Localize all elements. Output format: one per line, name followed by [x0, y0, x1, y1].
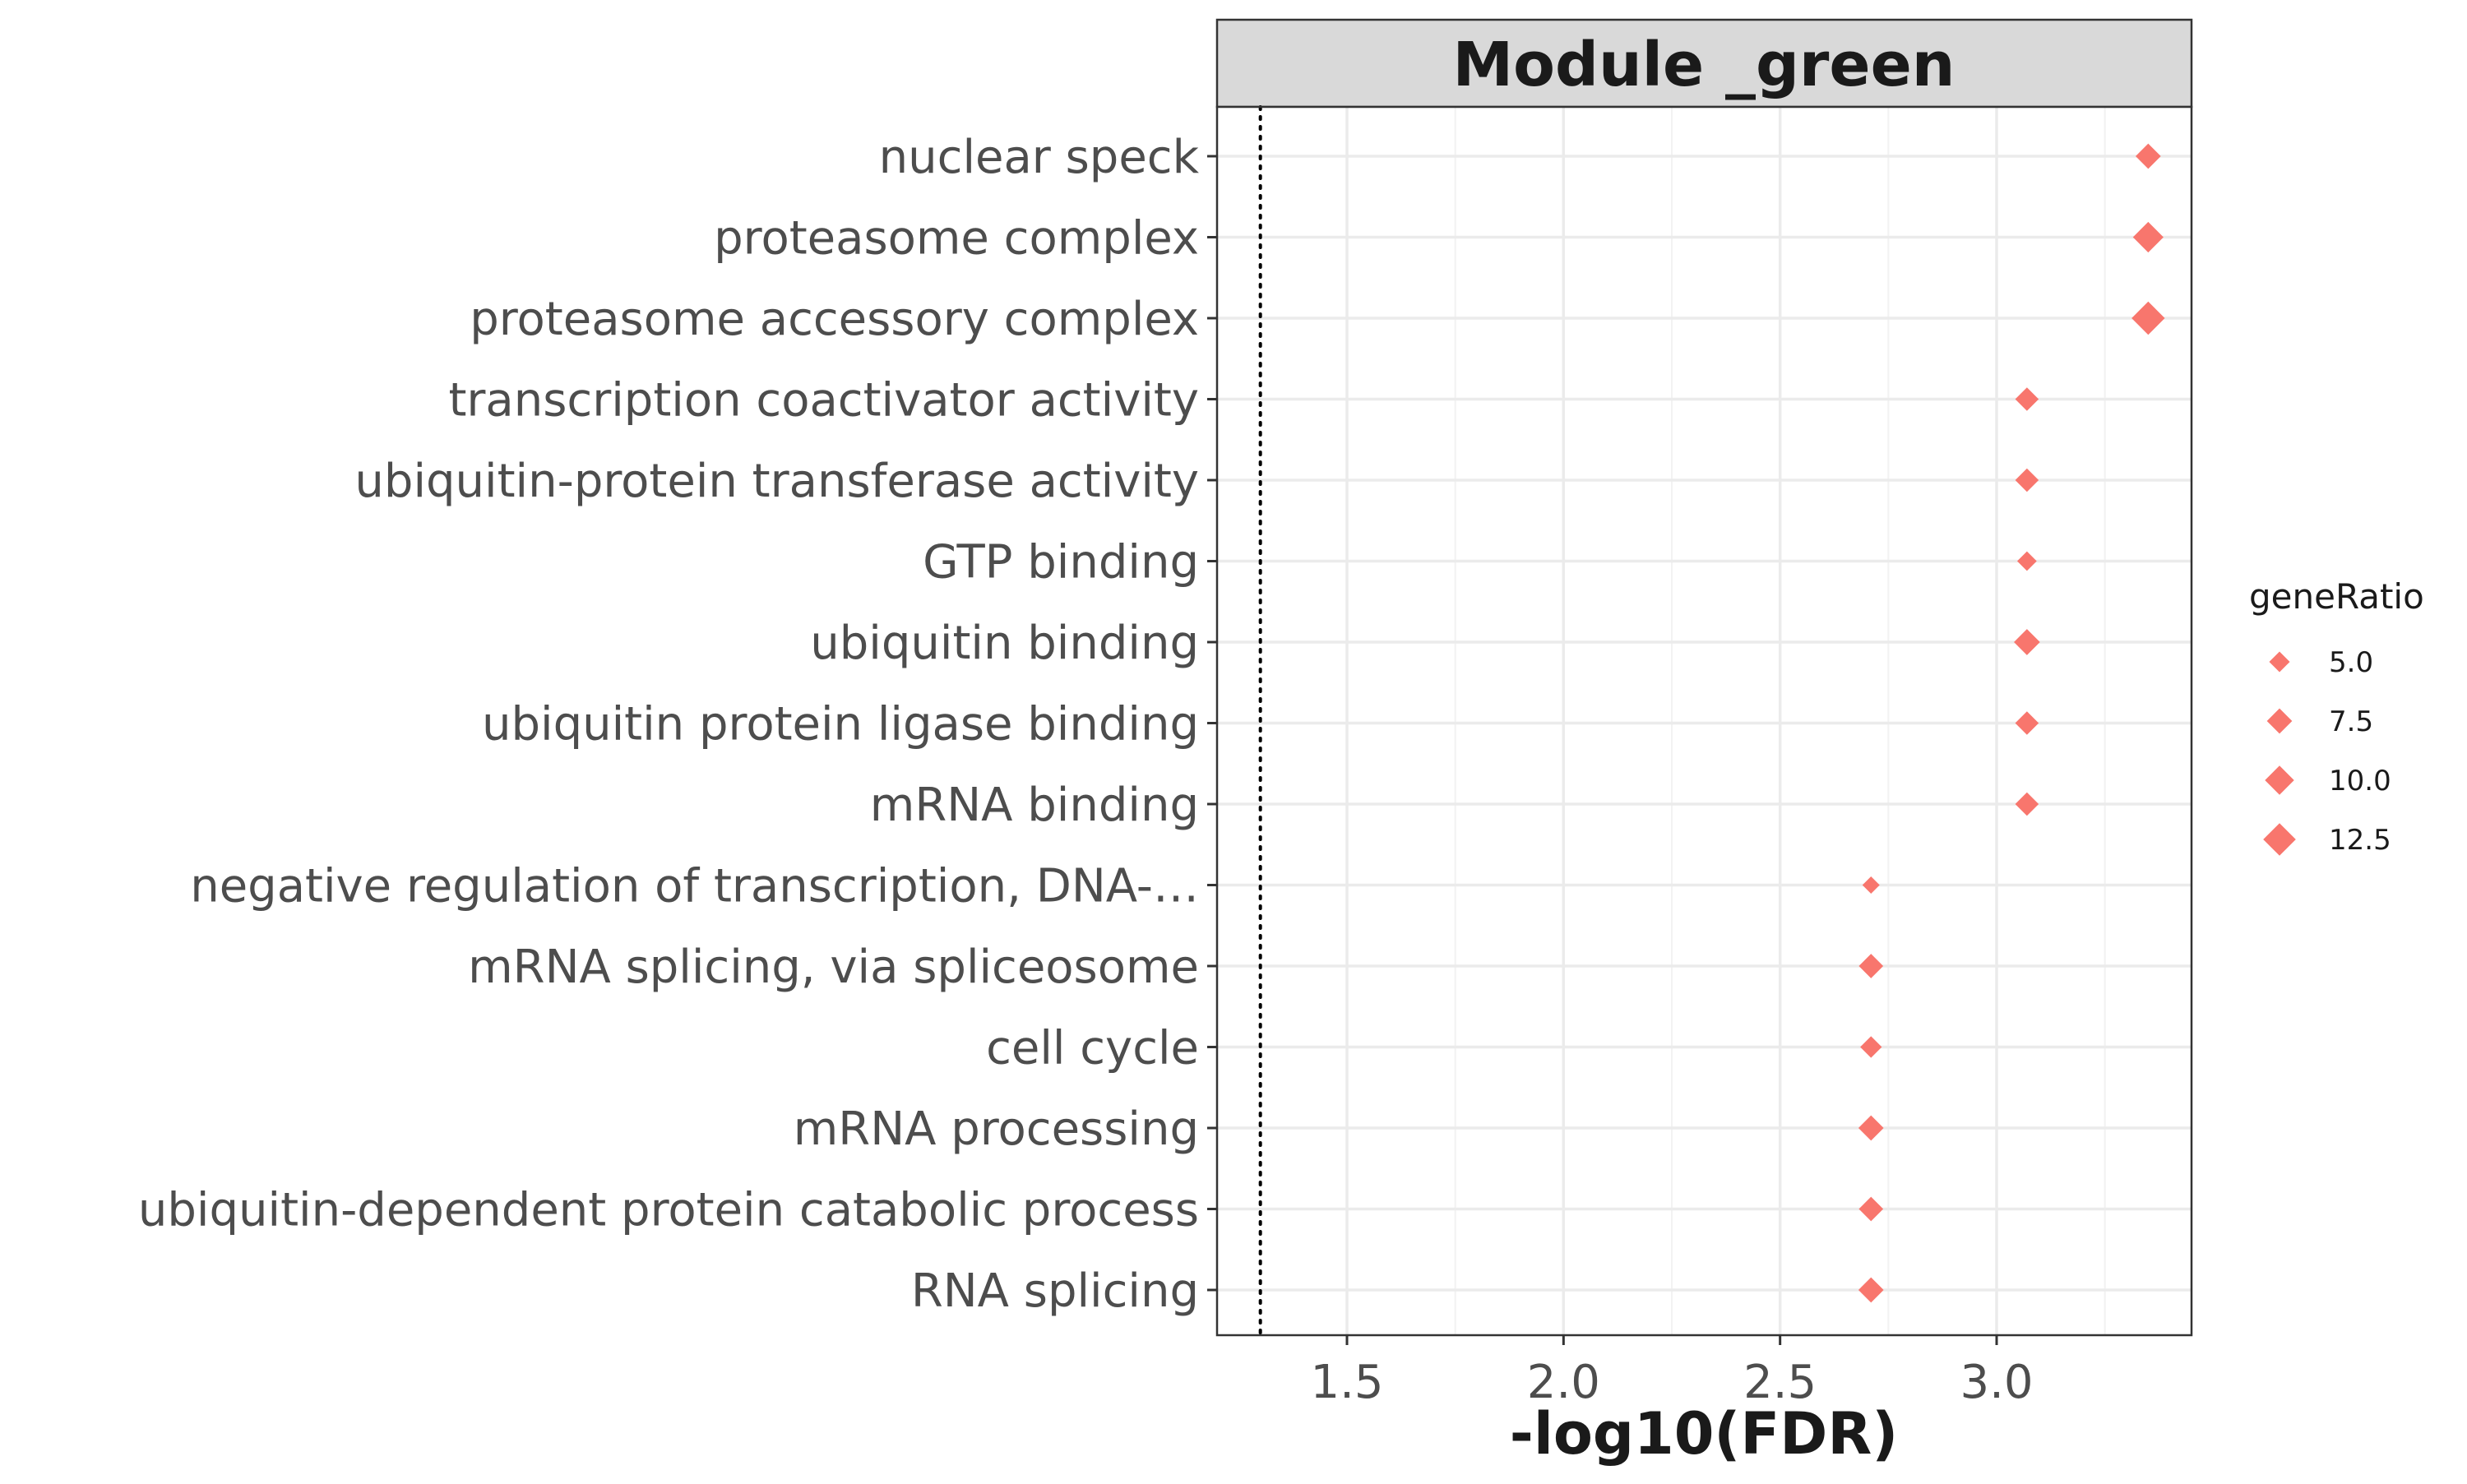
data-point [2015, 387, 2039, 411]
legend-key [2269, 651, 2290, 673]
x-tick-label: 2.5 [1743, 1356, 1817, 1409]
y-tick-label: ubiquitin-dependent protein catabolic pr… [138, 1184, 1199, 1237]
y-tick-label: ubiquitin-protein transferase activity [354, 455, 1199, 508]
data-point [1858, 1277, 1884, 1303]
y-tick-label: transcription coactivator activity [448, 374, 1199, 428]
legend-key [2266, 708, 2293, 734]
facet-strip [1215, 18, 2193, 109]
y-tick-label: mRNA splicing, via spliceosome [468, 941, 1199, 994]
x-tick-label: 3.0 [1960, 1356, 2033, 1409]
legend-label: 7.5 [2329, 705, 2373, 738]
y-tick-label: mRNA processing [794, 1103, 1199, 1156]
points [1858, 143, 2165, 1303]
y-tick-label: mRNA binding [870, 779, 1199, 832]
plot-panel [1217, 107, 2192, 1335]
data-point [1862, 876, 1880, 894]
legend-key [2263, 823, 2296, 856]
data-point [1860, 1036, 1882, 1058]
legend-label: 12.5 [2329, 824, 2391, 857]
data-point [2016, 551, 2037, 571]
y-tick-label: proteasome accessory complex [470, 293, 1199, 346]
x-tick-label: 2.0 [1527, 1356, 1600, 1409]
x-axis: 1.5 2.0 2.5 3.0 [1310, 1335, 2034, 1409]
legend-label: 10.0 [2329, 765, 2391, 797]
y-tick-label: RNA splicing [911, 1264, 1199, 1318]
data-point [2132, 221, 2164, 253]
facet-title: Module _green [1453, 30, 1956, 100]
data-point [2135, 143, 2161, 169]
size-legend: geneRatio 5.0 7.5 10.0 12.5 [2249, 576, 2424, 857]
y-tick-label: ubiquitin binding [810, 617, 1199, 670]
y-tick-label: ubiquitin protein ligase binding [482, 698, 1199, 751]
data-point [2015, 468, 2039, 492]
data-point [2014, 629, 2040, 655]
legend-title: geneRatio [2249, 576, 2424, 617]
data-point [2015, 711, 2039, 735]
y-tick-label: nuclear speck [879, 131, 1200, 184]
x-tick-label: 1.5 [1310, 1356, 1383, 1409]
data-point [1858, 1115, 1884, 1141]
y-tick-label: negative regulation of transcription, DN… [190, 860, 1199, 913]
data-point [2015, 792, 2039, 816]
panel-border [1215, 105, 2193, 1337]
legend-key [2265, 765, 2294, 795]
y-axis: nuclear speck proteasome complex proteasom… [138, 131, 1217, 1318]
x-axis-title: -log10(FDR) [1510, 1400, 1898, 1468]
y-tick-label: cell cycle [986, 1022, 1199, 1075]
data-point [1858, 1196, 1884, 1222]
data-point [1858, 954, 1884, 978]
grid [1217, 107, 2192, 1335]
legend-label: 5.0 [2329, 646, 2373, 679]
y-tick-label: GTP binding [923, 536, 1199, 589]
y-tick-label: proteasome complex [714, 212, 1199, 266]
data-point [2131, 301, 2165, 335]
